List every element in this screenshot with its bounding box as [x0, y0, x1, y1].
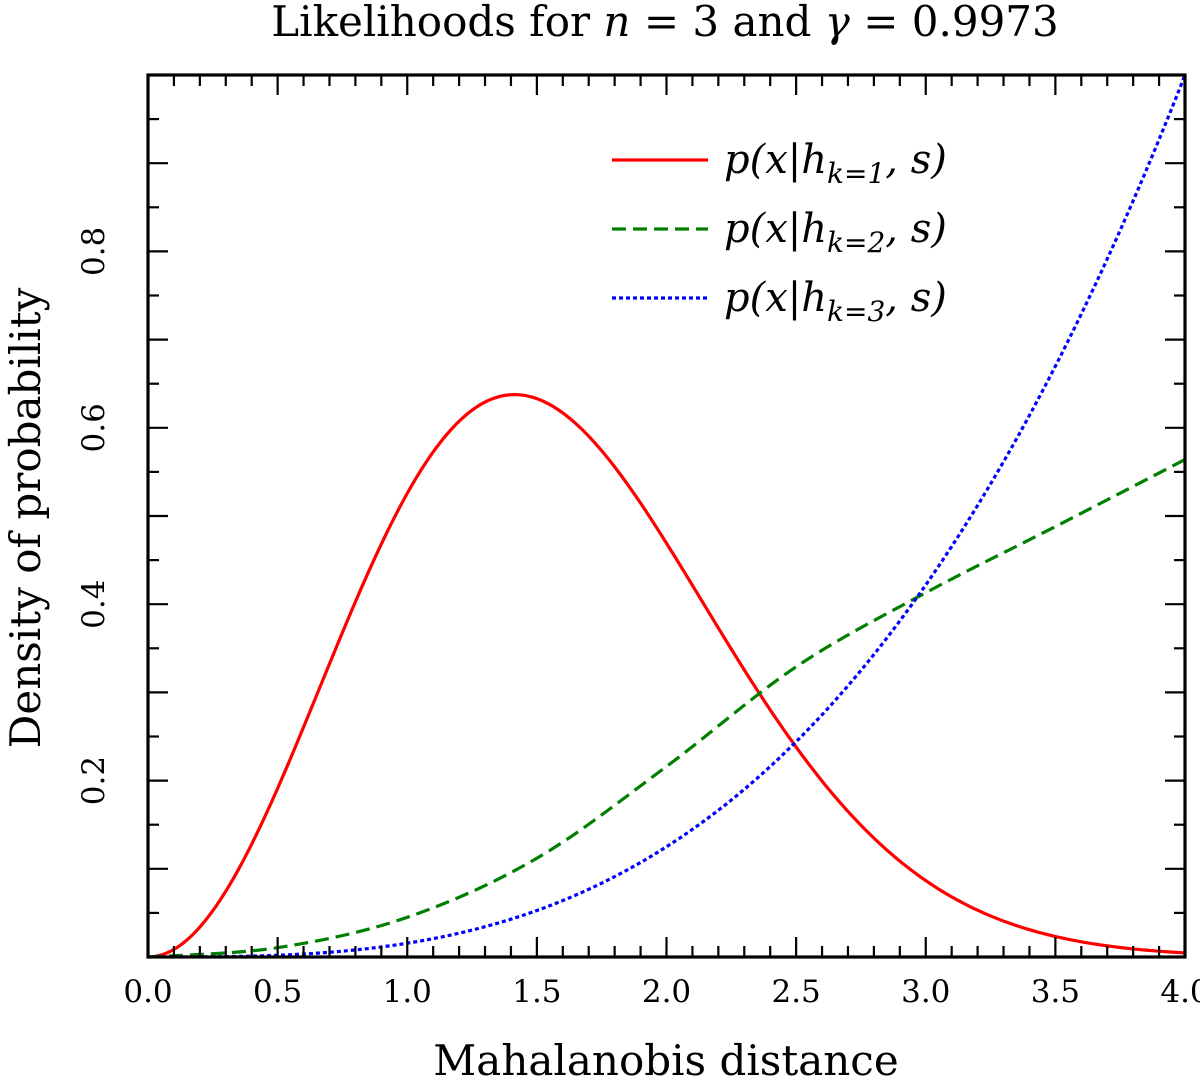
chart-title: Likelihoods for n = 3 and γ = 0.9973	[271, 0, 1059, 46]
legend-label-3: p(x|hk=3, s)	[724, 275, 947, 328]
x-tick-label: 3.5	[1031, 974, 1080, 1010]
x-tick-label: 1.0	[383, 974, 432, 1010]
y-tick-label: 0.2	[76, 756, 112, 805]
x-tick-label: 4.0	[1160, 974, 1200, 1010]
x-axis-label: Mahalanobis distance	[433, 1036, 898, 1081]
series-line-1	[148, 393, 1185, 957]
plot-area	[148, 75, 1185, 957]
series-line-2	[148, 458, 1185, 957]
x-tick-label: 1.5	[512, 974, 561, 1010]
y-tick-label: 0.8	[76, 227, 112, 276]
legend-label-1: p(x|hk=1, s)	[724, 137, 947, 190]
legend: p(x|hk=1, s) p(x|hk=2, s) p(x|hk=3, s)	[612, 137, 947, 328]
y-axis-label: Density of probability	[1, 287, 50, 748]
x-tick-label: 2.5	[771, 974, 820, 1010]
x-tick-label: 2.0	[642, 974, 691, 1010]
legend-label-2: p(x|hk=2, s)	[724, 206, 947, 259]
axes: 0.0 0.5 1.0 1.5 2.0 2.5 3.0 3.5 4.0 0.2 0.4 0.6 0.8	[76, 73, 1200, 1010]
x-tick-label: 0.5	[253, 974, 302, 1010]
y-tick-label: 0.6	[76, 403, 112, 452]
plot-frame	[146, 73, 1187, 959]
series-line-3	[148, 75, 1185, 957]
x-tick-label: 0.0	[123, 974, 172, 1010]
x-tick-label: 3.0	[901, 974, 950, 1010]
y-tick-label: 0.4	[76, 580, 112, 629]
